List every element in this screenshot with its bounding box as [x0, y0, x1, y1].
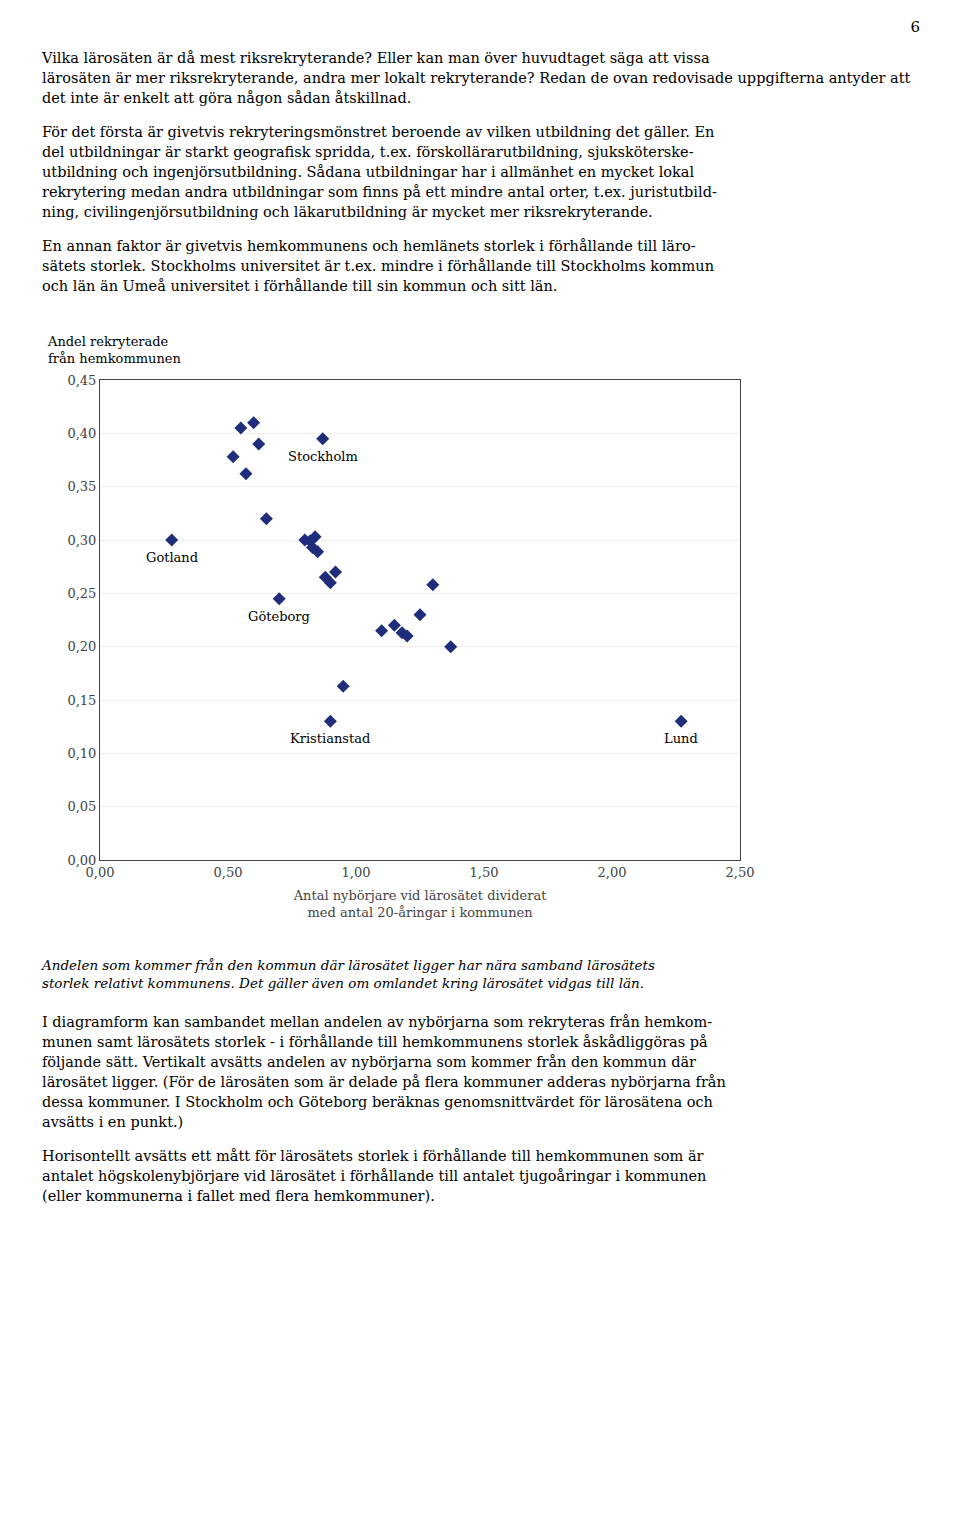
svg-text:0,45: 0,45 [67, 373, 96, 388]
html-text:Horisontellt avsätts ett mått: Horisontellt avsätts ett mått för lärosä… [42, 1148, 704, 1164]
svg-text:0,15: 0,15 [67, 693, 96, 708]
svg-text:Kristianstad: Kristianstad [290, 731, 370, 746]
svg-text:0,10: 0,10 [67, 746, 96, 761]
html-text:munen samt lärosätets storlek: munen samt lärosätets storlek - i förhål… [42, 1034, 708, 1050]
html-text:Andelen som kommer från den ko: Andelen som kommer från den kommun där l… [42, 957, 655, 973]
html-text:lärosätet ligger. (För de läro: lärosätet ligger. (För de lärosäten som … [42, 1074, 726, 1090]
svg-text:0,20: 0,20 [67, 639, 96, 654]
html-text:Vilka lärosäten är då mest rik: Vilka lärosäten är då mest riksrekrytera… [42, 50, 710, 66]
svg-text:0,50: 0,50 [214, 865, 243, 880]
html-text:6: 6 [910, 18, 920, 36]
svg-text:2,50: 2,50 [726, 865, 755, 880]
svg-text:1,50: 1,50 [470, 865, 499, 880]
svg-text:0,00: 0,00 [86, 865, 115, 880]
html-text:(eller kommunerna i fallet med: (eller kommunerna i fallet med flera hem… [42, 1188, 435, 1204]
svg-text:0,05: 0,05 [67, 799, 96, 814]
html-text:storlek relativt kommunens. De: storlek relativt kommunens. Det gäller ä… [42, 975, 645, 991]
html-text:För det första är givetvis rek: För det första är givetvis rekryteringsm… [42, 124, 715, 140]
html-text:utbildning och ingenjörsutbild: utbildning och ingenjörsutbildning. Såda… [42, 164, 695, 180]
html-text:avsätts i en punkt.): avsätts i en punkt.) [42, 1114, 184, 1130]
html-text:följande sätt. Vertikalt avsät: följande sätt. Vertikalt avsätts andelen… [42, 1054, 696, 1070]
svg-text:0,35: 0,35 [67, 479, 96, 494]
html-text:rekrytering medan andra utbild: rekrytering medan andra utbildningar som… [42, 184, 717, 200]
svg-text:Antal nybörjare vid lärosätet: Antal nybörjare vid lärosätet divideratm… [293, 888, 547, 920]
html-text:och län än Umeå universitet i: och län än Umeå universitet i förhålland… [42, 278, 558, 294]
svg-text:1,00: 1,00 [342, 865, 371, 880]
html-text:sätets storlek. Stockholms uni: sätets storlek. Stockholms universitet ä… [42, 258, 714, 274]
svg-text:0,00: 0,00 [67, 853, 96, 868]
svg-text:Göteborg: Göteborg [248, 609, 310, 624]
svg-text:2,00: 2,00 [598, 865, 627, 880]
svg-text:Stockholm: Stockholm [288, 449, 358, 464]
html-text:del utbildningar är starkt geo: del utbildningar är starkt geografisk sp… [42, 144, 694, 160]
html-text:dessa kommuner. I Stockholm oc: dessa kommuner. I Stockholm och Göteborg… [42, 1094, 713, 1110]
svg-text:Andel rekryteradefrån hemkommu: Andel rekryteradefrån hemkommunen [47, 334, 181, 366]
html-text:ning, civilingenjörsutbildning: ning, civilingenjörsutbildning och läkar… [42, 204, 653, 220]
html-text:antalet högskolenybjörjare vid: antalet högskolenybjörjare vid lärosätet… [42, 1168, 707, 1184]
svg-text:0,40: 0,40 [67, 426, 96, 441]
html-text:lärosäten är mer riksrekrytera: lärosäten är mer riksrekryterande, andra… [42, 70, 911, 106]
html-text:En annan faktor är givetvis he: En annan faktor är givetvis hemkommunens… [42, 238, 696, 254]
html-text:I diagramform kan sambandet me: I diagramform kan sambandet mellan andel… [42, 1014, 713, 1030]
svg-text:Gotland: Gotland [146, 550, 198, 565]
svg-text:0,25: 0,25 [67, 586, 96, 601]
svg-text:0,30: 0,30 [67, 533, 96, 548]
svg-text:Lund: Lund [664, 731, 698, 746]
